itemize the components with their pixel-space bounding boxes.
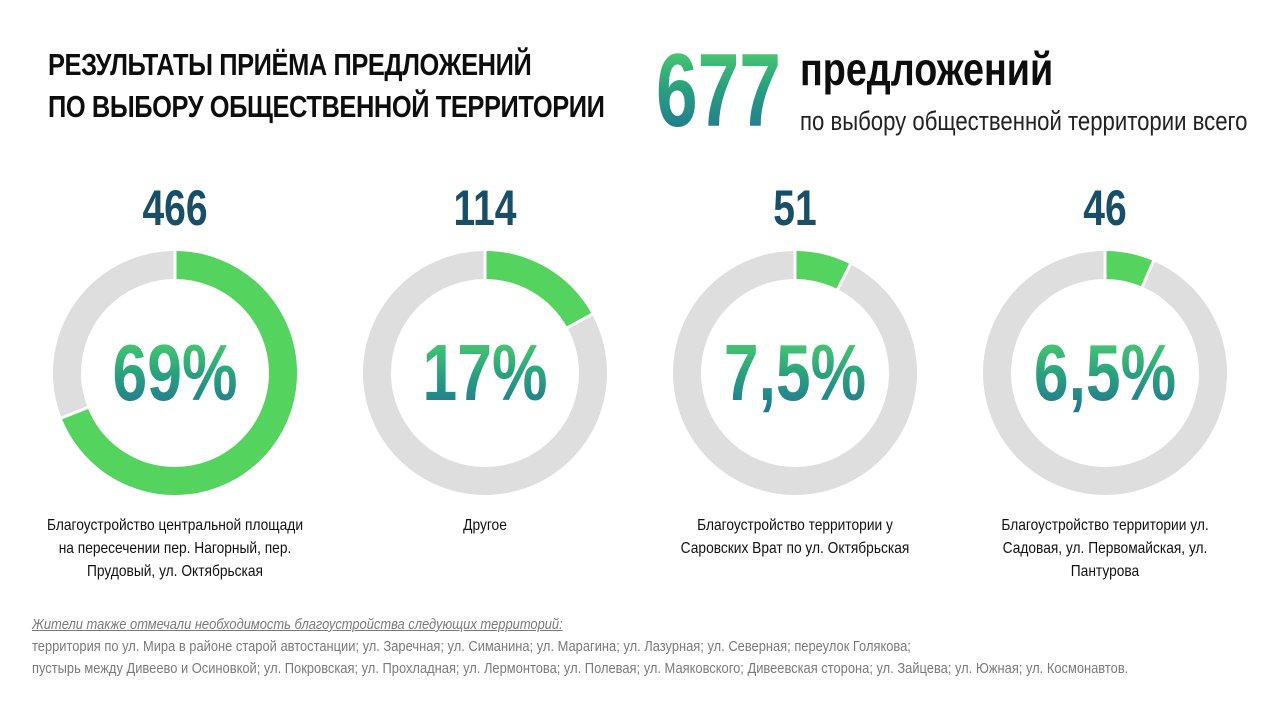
total-word: предложений	[800, 43, 1054, 95]
donut-percent: 7,5%	[698, 328, 893, 418]
donut-chart-3	[673, 249, 917, 495]
footnote-line-1: территория по ул. Мира в районе старой а…	[32, 638, 911, 655]
title-line-2: ПО ВЫБОРУ ОБЩЕСТВЕННОЙ ТЕРРИТОРИИ	[48, 89, 605, 124]
donut-separator	[59, 405, 91, 421]
donut-chart-2	[363, 249, 607, 495]
donut-label: Благоустройство территории у Саровских В…	[680, 517, 910, 557]
donut-count: 51	[773, 180, 817, 236]
donut-separator	[564, 311, 595, 330]
donut-separator	[1140, 258, 1156, 290]
donut-separator	[835, 261, 853, 292]
title-line-1: РЕЗУЛЬТАТЫ ПРИЁМА ПРЕДЛОЖЕНИЙ	[48, 47, 532, 82]
donut-label: Другое	[463, 517, 507, 534]
donut-label: Благоустройство центральной площади на п…	[46, 517, 304, 580]
total-caption: по выбору общественной территории всего	[800, 106, 1248, 136]
donut-chart-1	[53, 249, 297, 495]
donut-count: 46	[1083, 180, 1127, 236]
footnote: Жители также отмечали необходимость благ…	[32, 614, 1129, 680]
total-count: 677	[656, 33, 781, 149]
footnote-heading: Жители также отмечали необходимость благ…	[32, 616, 563, 633]
donut-percent: 17%	[388, 328, 583, 418]
donut-label: Благоустройство территории ул. Садовая, …	[1001, 517, 1209, 580]
donut-percent: 69%	[78, 328, 273, 418]
donut-percent: 6,5%	[1008, 328, 1203, 418]
donut-count: 466	[142, 180, 208, 236]
footnote-line-2: пустырь между Дивеево и Осиновкой; ул. П…	[32, 660, 1129, 677]
donut-chart-4	[983, 249, 1227, 495]
page-title: РЕЗУЛЬТАТЫ ПРИЁМА ПРЕДЛОЖЕНИЙ ПО ВЫБОРУ …	[48, 44, 605, 128]
donut-count: 114	[453, 180, 517, 236]
